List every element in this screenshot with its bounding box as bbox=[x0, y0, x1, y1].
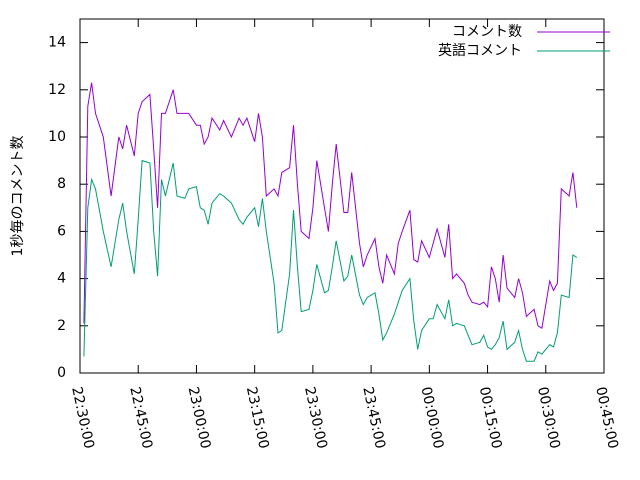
y-tick-label: 12 bbox=[48, 82, 66, 98]
legend-label: コメント数 bbox=[452, 24, 522, 40]
y-tick-label: 10 bbox=[48, 129, 66, 145]
series-line bbox=[83, 82, 578, 330]
y-tick-label: 0 bbox=[57, 365, 66, 381]
y-tick-label: 2 bbox=[57, 318, 66, 334]
series-line bbox=[83, 159, 578, 362]
y-tick-label: 14 bbox=[48, 35, 66, 51]
y-tick-label: 8 bbox=[57, 176, 66, 192]
y-tick-label: 4 bbox=[57, 271, 66, 287]
legend-label: 英語コメント bbox=[438, 42, 522, 59]
y-axis-label: 1秒毎のコメント数 bbox=[10, 136, 26, 257]
plot-border bbox=[79, 18, 605, 374]
y-tick-label: 6 bbox=[57, 223, 66, 239]
